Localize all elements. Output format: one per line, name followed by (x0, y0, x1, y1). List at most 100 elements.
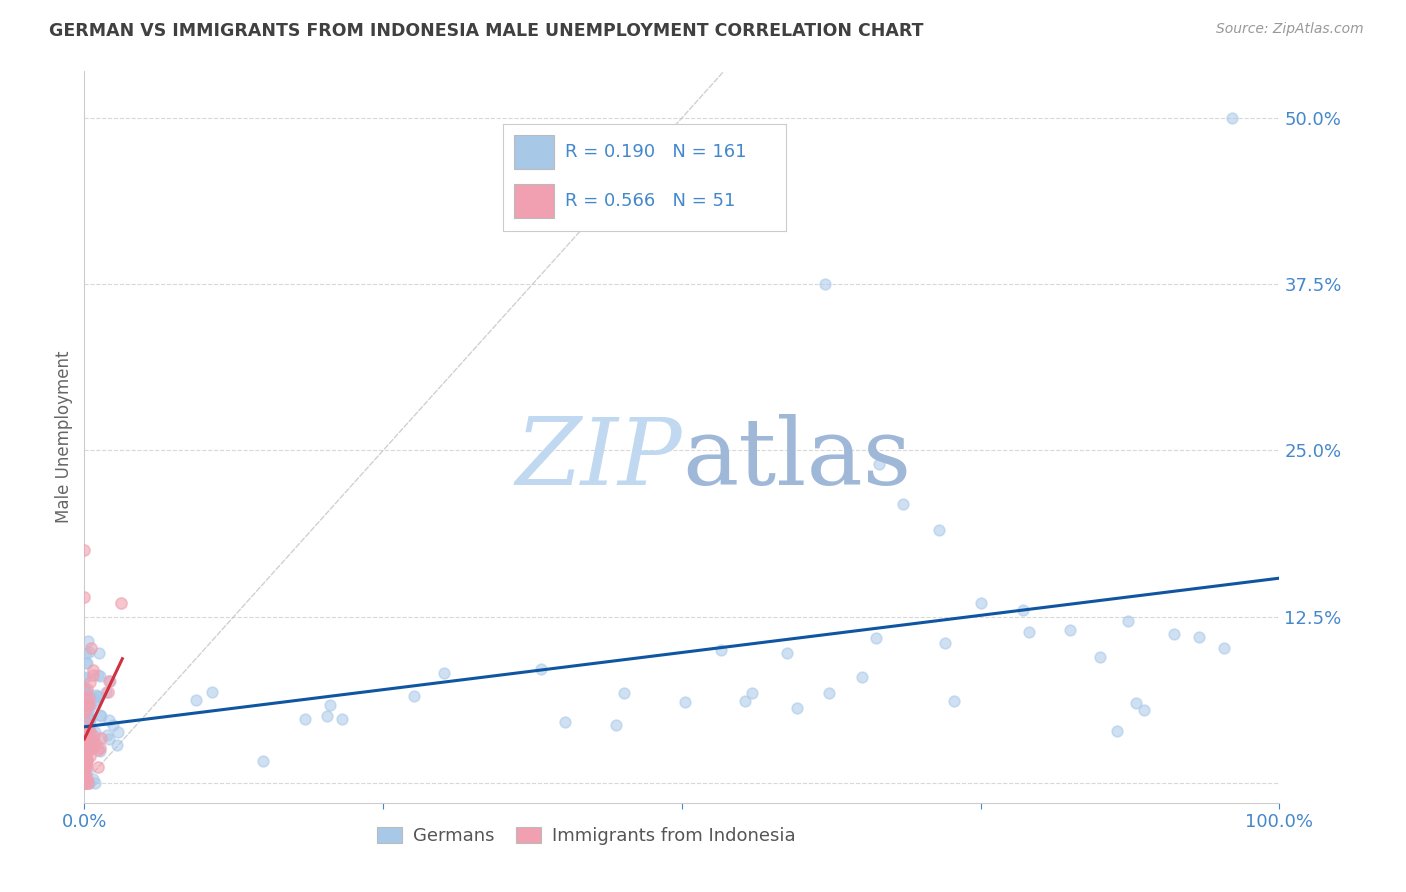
Point (80, 641, 103, 656)
Point (73, 731, 96, 746)
Point (83, 735, 105, 749)
Point (89, 708, 111, 723)
Point (75, 745, 97, 759)
Point (76, 731, 98, 746)
Point (184, 693, 207, 707)
Point (73, 758, 96, 772)
Point (673, 695, 696, 709)
Point (75, 686, 97, 700)
Legend: Germans, Immigrants from Indonesia: Germans, Immigrants from Indonesia (370, 820, 803, 852)
Point (76, 771, 98, 785)
Point (316, 709, 339, 723)
Point (75, 715, 97, 730)
Point (84, 688, 107, 702)
Point (77, 634, 100, 648)
Point (97, 713, 120, 727)
Point (404, 690, 426, 704)
Point (77, 776, 100, 790)
Point (90, 731, 112, 745)
Point (73, 776, 96, 790)
Point (87, 743, 110, 757)
Point (928, 523, 950, 537)
Point (1220, 111, 1243, 125)
Point (1133, 703, 1156, 717)
Point (75, 734, 97, 748)
Point (75, 700, 97, 714)
Point (75, 737, 97, 751)
Point (75, 763, 97, 777)
Point (73, 689, 96, 703)
Point (96, 728, 118, 742)
Point (73, 768, 96, 782)
Point (76, 763, 98, 777)
Point (79, 713, 101, 727)
Point (613, 685, 636, 699)
Point (73, 728, 96, 742)
Point (75, 716, 97, 731)
Point (75, 717, 97, 731)
Point (73, 733, 96, 747)
Point (82, 740, 104, 755)
Point (891, 497, 914, 511)
Point (77, 731, 100, 746)
Point (76, 710, 98, 724)
Point (73, 728, 96, 742)
Point (77, 722, 100, 736)
Point (734, 693, 756, 707)
Point (73, 697, 96, 711)
Point (433, 666, 456, 681)
Point (83, 693, 105, 707)
Point (105, 738, 128, 752)
Point (87, 690, 110, 705)
Point (1125, 696, 1147, 710)
Point (89, 669, 111, 683)
Point (73, 770, 96, 784)
Point (75, 759, 97, 773)
Text: Source: ZipAtlas.com: Source: ZipAtlas.com (1216, 22, 1364, 37)
Point (75, 772, 97, 786)
Point (77, 705, 100, 719)
Point (98, 673, 121, 688)
Point (76, 701, 98, 715)
Point (786, 701, 808, 715)
Point (73, 763, 96, 777)
Point (75, 705, 97, 719)
Point (77, 724, 100, 739)
Point (73, 681, 96, 695)
Point (76, 697, 98, 711)
Point (73, 737, 96, 751)
Point (73, 727, 96, 741)
Point (73, 739, 96, 753)
Y-axis label: Male Unemployment: Male Unemployment (55, 351, 73, 524)
Point (75, 670, 97, 684)
Point (82, 732, 104, 747)
Point (77, 735, 100, 749)
Point (530, 662, 553, 676)
Point (73, 731, 96, 746)
Point (75, 756, 97, 771)
Point (75, 720, 97, 734)
Point (77, 776, 100, 790)
Point (94, 684, 117, 698)
Point (73, 724, 96, 739)
Point (82, 734, 104, 748)
Point (75, 736, 97, 750)
Point (77, 776, 100, 790)
Point (77, 694, 100, 708)
Point (865, 632, 887, 646)
FancyBboxPatch shape (515, 184, 554, 218)
Point (89, 740, 111, 755)
Point (75, 647, 97, 661)
Point (79, 714, 101, 729)
Point (1059, 623, 1081, 637)
Point (75, 694, 97, 708)
Point (252, 754, 274, 768)
Point (86, 668, 108, 682)
Point (76, 728, 98, 742)
Point (83, 729, 105, 743)
Point (73, 691, 96, 706)
Point (86, 737, 108, 751)
Point (75, 744, 97, 758)
Point (89, 744, 111, 758)
Point (75, 756, 97, 770)
